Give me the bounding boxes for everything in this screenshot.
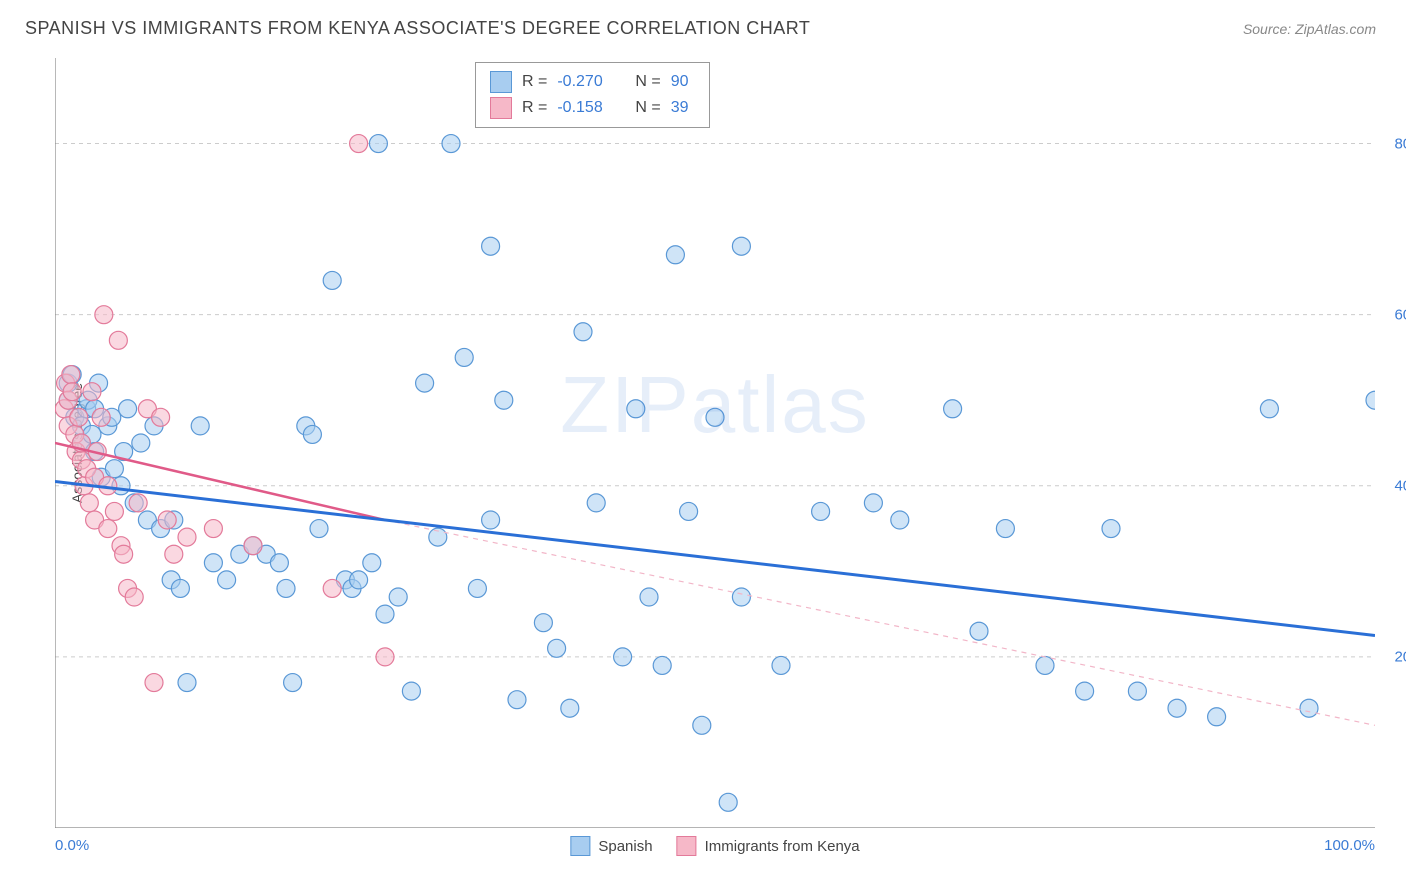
legend-swatch [677, 836, 697, 856]
y-tick-label: 40.0% [1394, 477, 1406, 494]
y-tick-label: 20.0% [1394, 648, 1406, 665]
legend-item: Immigrants from Kenya [677, 836, 860, 856]
y-tick-label: 60.0% [1394, 306, 1406, 323]
r-label: R = [522, 99, 547, 117]
r-label: R = [522, 73, 547, 91]
n-label: N = [635, 73, 660, 91]
n-label: N = [635, 99, 660, 117]
stats-row: R = -0.158 N = 39 [490, 95, 695, 121]
n-value: 90 [671, 73, 695, 91]
n-value: 39 [671, 99, 695, 117]
correlation-stats-box: R = -0.270 N = 90 R = -0.158 N = 39 [475, 62, 710, 128]
stats-swatch [490, 71, 512, 93]
legend-label: Immigrants from Kenya [705, 838, 860, 855]
source-attribution: Source: ZipAtlas.com [1243, 21, 1376, 37]
x-axis-max-label: 100.0% [1324, 837, 1375, 854]
stats-row: R = -0.270 N = 90 [490, 69, 695, 95]
scatter-plot [55, 58, 1375, 828]
r-value: -0.270 [557, 73, 617, 91]
bottom-legend: Spanish Immigrants from Kenya [570, 836, 859, 856]
chart-area: Associate's Degree ZIPatlas R =-0.270N =… [55, 58, 1375, 828]
chart-header: SPANISH VS IMMIGRANTS FROM KENYA ASSOCIA… [0, 0, 1406, 47]
stats-swatch [490, 97, 512, 119]
y-tick-label: 80.0% [1394, 135, 1406, 152]
legend-item: Spanish [570, 836, 652, 856]
r-value: -0.158 [557, 99, 617, 117]
legend-label: Spanish [598, 838, 652, 855]
legend-swatch [570, 836, 590, 856]
x-axis-min-label: 0.0% [55, 837, 89, 854]
chart-title: SPANISH VS IMMIGRANTS FROM KENYA ASSOCIA… [25, 18, 810, 39]
